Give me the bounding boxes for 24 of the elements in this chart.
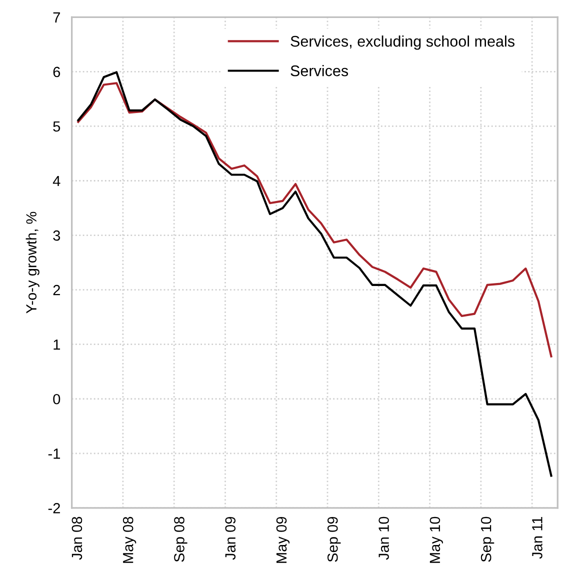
legend-label: Services, excluding school meals [290,35,514,50]
x-tick-label: May 10 [430,516,443,563]
x-tick-label: May 09 [276,516,290,563]
y-tick-label: 2 [53,284,60,296]
y-tick-label: 6 [53,66,60,78]
y-tick-label: 7 [53,12,60,22]
y-tick-label: -1 [48,448,60,459]
y-tick-label: -2 [48,503,60,514]
y-tick-label: 3 [53,230,60,241]
x-tick-label: Sep 09 [327,516,341,562]
x-tick-label: May 08 [122,516,136,563]
x-tick-label: Jan 09 [225,516,236,560]
y-tick-label: 4 [52,176,60,186]
x-tick-label: Jan 08 [72,516,82,560]
x-tick-label: Jan 10 [378,516,389,560]
y-tick-label: 0 [53,394,60,404]
y-tick-label: 1 [54,340,60,350]
y-axis-title: Y-o-y growth, % [26,212,40,314]
legend-label: Services [290,65,348,76]
y-tick-label: 5 [53,121,60,132]
x-tick-label: Jan 11 [532,516,542,559]
line-series [77,82,552,358]
x-tick-label: Sep 08 [174,516,188,562]
x-tick-label: Sep 10 [480,516,494,562]
